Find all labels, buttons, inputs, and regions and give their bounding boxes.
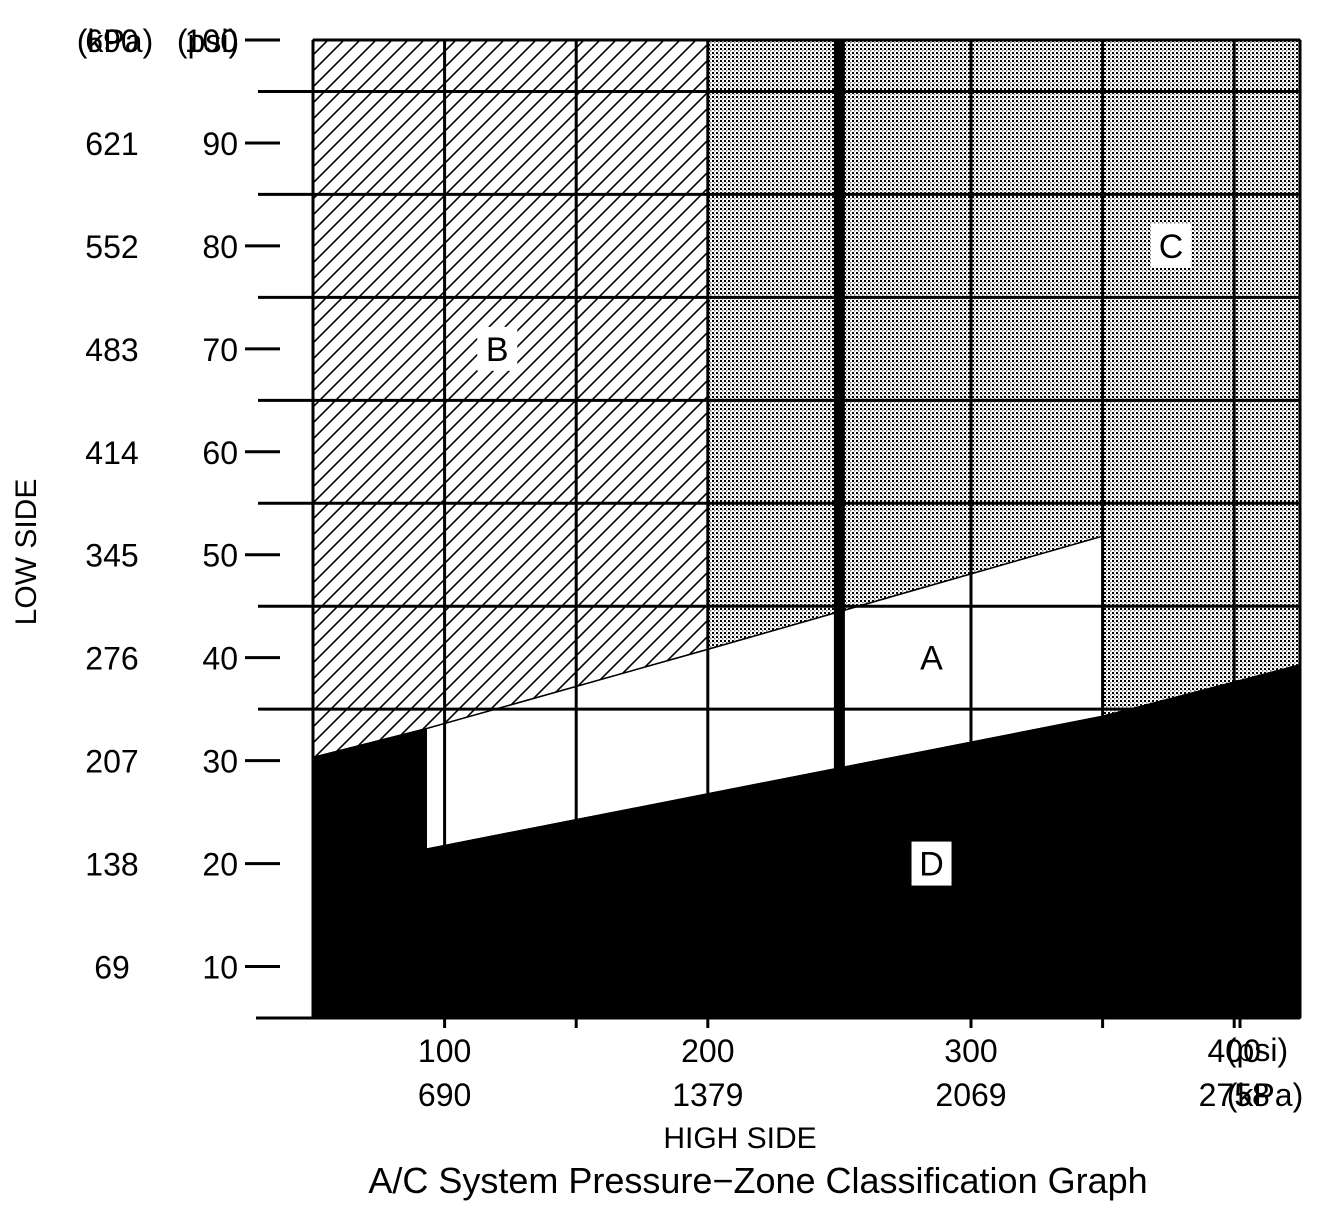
y-tick-label-kpa: 552: [85, 229, 138, 265]
y-tick-label-kpa: 483: [85, 332, 138, 368]
y-tick-label-kpa: 621: [85, 126, 138, 162]
y-unit-psi-label: (psi): [177, 23, 239, 59]
x-tick-label-kpa: 690: [418, 1077, 471, 1113]
x-tick-label-kpa: 2069: [935, 1077, 1006, 1113]
zone-b-area: [312, 39, 709, 759]
y-tick-label-kpa: 345: [85, 538, 138, 574]
grid-layer: [258, 38, 1302, 1019]
x-tick-label-kpa: 1379: [672, 1077, 743, 1113]
zone-labels-layer: B C A D: [477, 223, 1192, 886]
y-tick-label-psi: 30: [202, 744, 238, 780]
x-tick-label-psi: 100: [418, 1033, 471, 1069]
x-unit-psi-label: (psi): [1226, 1032, 1288, 1068]
x-tick-label-kpa: 2758: [1199, 1077, 1270, 1113]
zone-d-label: D: [919, 846, 944, 884]
y-tick-label-psi: 80: [202, 229, 238, 265]
x-tick-label-psi: 200: [681, 1033, 734, 1069]
x-axis-title: HIGH SIDE: [663, 1122, 816, 1155]
y-tick-label-kpa: 690: [85, 23, 138, 59]
zone-a-label: A: [920, 640, 943, 678]
y-tick-label-psi: 40: [202, 641, 238, 677]
y-tick-label-psi: 70: [202, 332, 238, 368]
y-axis-title: LOW SIDE: [10, 479, 43, 626]
y-tick-label-kpa: 276: [85, 641, 138, 677]
y-tick-label-psi: 20: [202, 847, 238, 883]
y-tick-label-kpa: 69: [94, 950, 130, 986]
x-tick-label-psi: 300: [944, 1033, 997, 1069]
y-tick-label-kpa: 207: [85, 744, 138, 780]
y-tick-label-kpa: 138: [85, 847, 138, 883]
chart-title: A/C System Pressure−Zone Classification …: [368, 1160, 1147, 1201]
axes-layer: 100 690 90 621 80 552 70 483 60 414 50 345 40 276 30 20…: [85, 23, 1300, 1113]
zone-b-label: B: [486, 331, 509, 369]
zone-d-label-bg: [911, 841, 952, 886]
zone-c-label-bg: [1151, 223, 1192, 268]
y-tick-label-psi: 90: [202, 126, 238, 162]
zone-a-label-bg: [911, 635, 952, 680]
y-tick-label-psi: 10: [202, 950, 238, 986]
x-tick-label-psi: 400: [1208, 1033, 1261, 1069]
y-tick-label-psi: 60: [202, 435, 238, 471]
y-unit-kpa-label: (kPa): [77, 23, 153, 59]
y-tick-label-kpa: 414: [85, 435, 138, 471]
zone-c-label: C: [1159, 228, 1184, 266]
y-tick-label-psi: 50: [202, 538, 238, 574]
y-tick-label-psi: 100: [185, 23, 238, 59]
zone-b-label-bg: [477, 326, 518, 371]
x-unit-kpa-label: (kPa): [1227, 1077, 1303, 1113]
